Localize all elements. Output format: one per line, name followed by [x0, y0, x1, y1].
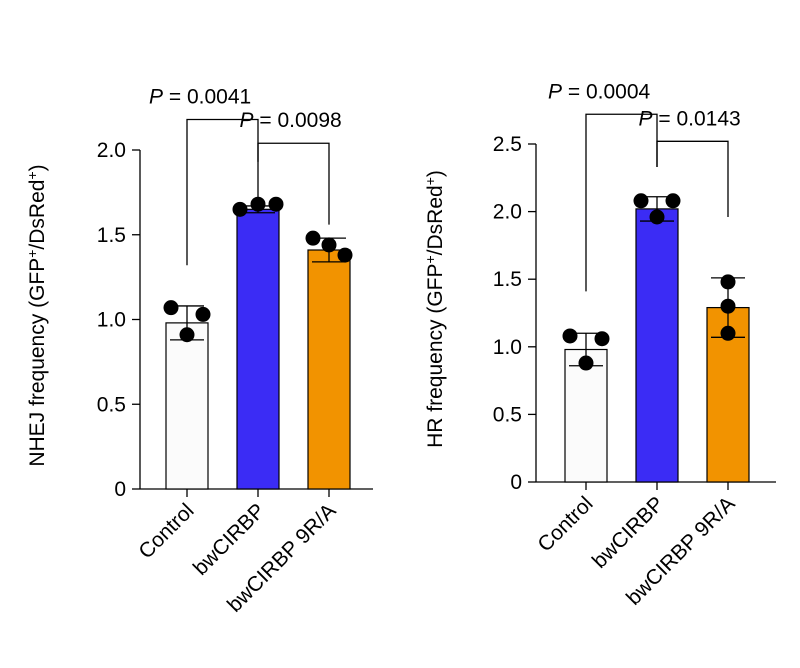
hr-data-point	[649, 209, 665, 225]
hr-y-tick-label: 0	[510, 471, 522, 494]
hr-data-point	[720, 325, 736, 341]
hr-data-point	[720, 298, 736, 314]
nhej-data-point	[250, 196, 266, 212]
nhej-y-tick-label: 1.5	[97, 224, 126, 247]
nhej-y-title-segment: )	[26, 164, 49, 171]
hr-p-value-label-1: P = 0.0143	[639, 107, 741, 130]
p-symbol: P	[639, 107, 653, 130]
hr-data-point	[562, 328, 578, 344]
hr-data-point	[578, 355, 594, 371]
nhej-y-title-segment: /DsRed	[26, 180, 49, 250]
nhej-data-point	[195, 306, 211, 322]
hr-chart: 00.51.01.52.02.5HR frequency (GFP+/DsRed…	[422, 80, 776, 610]
nhej-y-tick-label: 0.5	[97, 393, 126, 416]
nhej-y-axis-title: NHEJ frequency (GFP+/DsRed+)	[24, 164, 49, 466]
nhej-significance-bracket-1	[257, 142, 330, 225]
hr-y-tick-label: 2.0	[493, 201, 522, 224]
hr-y-title-superscript: +	[422, 255, 438, 263]
hr-p-value-label-0: P = 0.0004	[548, 80, 650, 103]
hr-y-axis-title: HR frequency (GFP+/DsRed+)	[422, 170, 447, 448]
hr-y-title-segment: /DsRed	[424, 185, 447, 255]
p-value: = 0.0041	[163, 85, 251, 108]
hr-data-point	[665, 193, 681, 209]
hr-y-tick-label: 1.5	[493, 268, 522, 291]
p-value: = 0.0143	[653, 107, 741, 130]
nhej-y-tick-label: 2.0	[97, 139, 126, 162]
hr-category-label: Control	[533, 492, 597, 556]
p-symbol: P	[548, 80, 562, 103]
nhej-data-point	[179, 327, 195, 343]
hr-significance-bracket-1	[656, 140, 729, 218]
nhej-data-point	[232, 201, 248, 217]
hr-bar-1	[635, 208, 679, 483]
hr-y-title-segment: )	[424, 170, 447, 177]
nhej-p-value-label-0: P = 0.0041	[149, 85, 251, 108]
nhej-category-label: Control	[134, 499, 198, 563]
hr-y-tick-label: 1.0	[493, 336, 522, 359]
nhej-bar-2	[307, 249, 351, 490]
p-value: = 0.0098	[254, 109, 342, 132]
nhej-data-point	[268, 196, 284, 212]
nhej-y-title-superscript: +	[24, 250, 40, 258]
nhej-y-tick-label: 1.0	[97, 309, 126, 332]
nhej-y-title-segment: NHEJ frequency (GFP	[26, 258, 49, 467]
p-symbol: P	[240, 109, 254, 132]
nhej-y-tick-label: 0	[114, 478, 126, 501]
hr-y-tick-label: 0.5	[493, 403, 522, 426]
nhej-data-point	[163, 300, 179, 316]
nhej-p-value-label-1: P = 0.0098	[240, 109, 342, 132]
nhej-data-point	[337, 247, 353, 263]
nhej-bar-1	[236, 208, 280, 490]
hr-y-title-superscript: +	[422, 177, 438, 185]
hr-data-point	[720, 274, 736, 290]
hr-y-tick-label: 2.5	[493, 133, 522, 156]
hr-data-point	[594, 331, 610, 347]
hr-y-title-segment: HR frequency (GFP	[424, 264, 447, 448]
p-symbol: P	[149, 85, 163, 108]
nhej-data-point	[321, 237, 337, 253]
nhej-y-title-superscript: +	[24, 171, 40, 179]
hr-significance-bracket-0	[585, 113, 658, 292]
nhej-bar-0	[165, 322, 209, 490]
p-value: = 0.0004	[562, 80, 650, 103]
hr-data-point	[633, 193, 649, 209]
nhej-data-point	[305, 230, 321, 246]
